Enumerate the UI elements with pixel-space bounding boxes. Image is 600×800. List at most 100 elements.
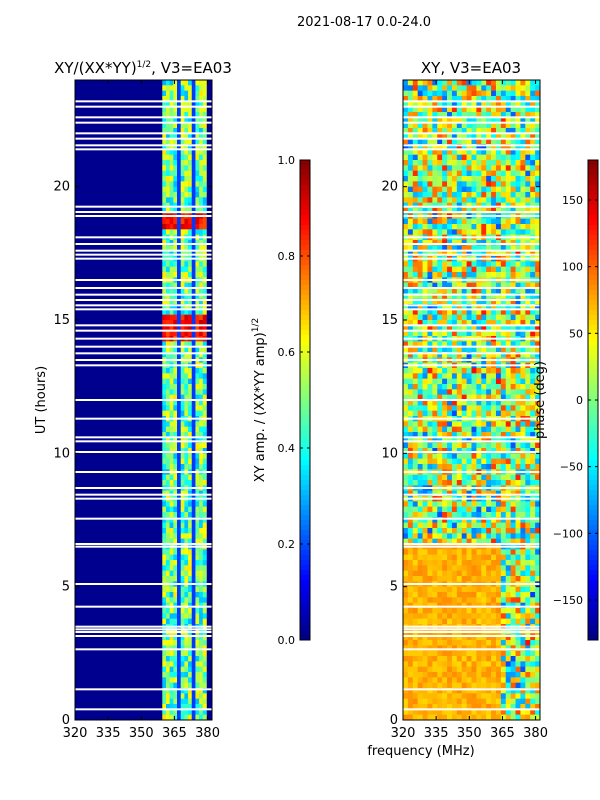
phase-cell: [442, 320, 448, 326]
flagged-row: [75, 487, 212, 489]
amplitude-cell: [173, 272, 178, 278]
phase-cell: [456, 266, 463, 273]
phase-cell: [447, 560, 453, 566]
phase-cell: [407, 320, 414, 326]
colorbar-step: [300, 555, 310, 561]
phase-cell: [427, 341, 433, 347]
phase-cell: [407, 122, 414, 129]
phase-cell: [471, 517, 477, 523]
phase-cell: [515, 122, 521, 129]
phase-cell: [505, 266, 511, 273]
phase-cell: [466, 666, 472, 673]
phase-cell: [530, 560, 536, 566]
phase-cell: [422, 272, 428, 278]
phase-cell: [403, 224, 409, 230]
phase-cell: [530, 101, 536, 107]
phase-cell: [481, 645, 487, 651]
phase-cell: [476, 432, 482, 438]
phase-cell: [447, 218, 453, 225]
phase-cell: [432, 176, 438, 182]
phase-cell: [520, 538, 526, 545]
amplitude-cell: [177, 394, 181, 401]
flagged-row: [75, 132, 212, 135]
phase-cell: [427, 522, 433, 529]
amplitude-cell: [202, 554, 207, 561]
amplitude-cell: [165, 528, 170, 534]
phase-cell: [451, 698, 458, 705]
phase-cell: [461, 714, 467, 721]
amplitude-cell: [180, 709, 185, 715]
phase-cell: [535, 618, 541, 625]
phase-cell: [505, 549, 511, 555]
phase-cell: [520, 181, 526, 187]
phase-cell: [525, 240, 531, 246]
phase-cell: [520, 149, 526, 155]
phase-cell: [535, 170, 541, 177]
phase-cell: [447, 432, 453, 438]
phase-cell: [422, 176, 428, 182]
phase-cell: [461, 410, 467, 417]
phase-cell: [520, 448, 526, 454]
amplitude-cell: [195, 224, 200, 230]
phase-cell: [495, 565, 502, 571]
phase-cell: [500, 144, 507, 150]
phase-cell: [510, 528, 516, 534]
phase-cell: [407, 522, 414, 529]
phase-cell: [530, 170, 536, 177]
phase-cell: [486, 656, 492, 662]
phase-cell: [432, 576, 438, 582]
phase-cell: [456, 554, 463, 561]
phase-cell: [422, 240, 428, 246]
amplitude-cell: [199, 389, 204, 395]
phase-cell: [500, 650, 507, 657]
amplitude-cell: [165, 693, 170, 699]
phase-cell: [471, 704, 477, 710]
phase-cell: [422, 202, 428, 209]
amplitude-cell: [202, 394, 207, 401]
colorbar-step: [300, 545, 310, 551]
amplitude-cell: [180, 442, 185, 449]
phase-cell: [427, 176, 433, 182]
phase-cell: [476, 538, 482, 545]
phase-cell: [505, 85, 511, 91]
amplitude-cell: [162, 512, 167, 518]
phase-cell: [466, 373, 472, 379]
phase-cell: [403, 554, 409, 561]
phase-cell: [403, 261, 409, 267]
phase-cell: [412, 293, 418, 299]
phase-cell: [486, 410, 492, 417]
amplitude-cell: [177, 378, 181, 385]
phase-cell: [461, 394, 467, 401]
phase-cell: [417, 325, 423, 331]
phase-cell: [481, 698, 487, 705]
phase-cell: [407, 448, 414, 454]
amplitude-cell: [191, 704, 196, 710]
phase-cell: [471, 634, 477, 641]
phase-cell: [500, 426, 507, 433]
phase-cell: [491, 453, 497, 459]
phase-cell: [486, 218, 492, 225]
amplitude-cell: [202, 512, 207, 518]
amplitude-cell: [162, 186, 167, 193]
amplitude-cell: [191, 453, 196, 459]
amplitude-cell: [162, 170, 167, 177]
phase-cell: [495, 309, 502, 315]
phase-cell: [515, 586, 521, 593]
phase-cell: [481, 517, 487, 523]
amplitude-cell: [199, 80, 204, 86]
phase-cell: [471, 714, 477, 721]
phase-cell: [520, 314, 526, 321]
phase-cell: [505, 661, 511, 667]
phase-cell: [481, 538, 487, 545]
phase-cell: [437, 666, 443, 673]
phase-cell: [525, 208, 531, 214]
phase-cell: [407, 197, 414, 203]
amplitude-cell: [195, 677, 200, 683]
phase-cell: [447, 368, 453, 374]
phase-cell: [456, 138, 463, 145]
phase-cell: [510, 597, 516, 603]
amplitude-cell: [180, 138, 185, 145]
phase-cell: [495, 437, 502, 443]
phase-cell: [500, 501, 507, 507]
phase-cell: [500, 682, 507, 689]
